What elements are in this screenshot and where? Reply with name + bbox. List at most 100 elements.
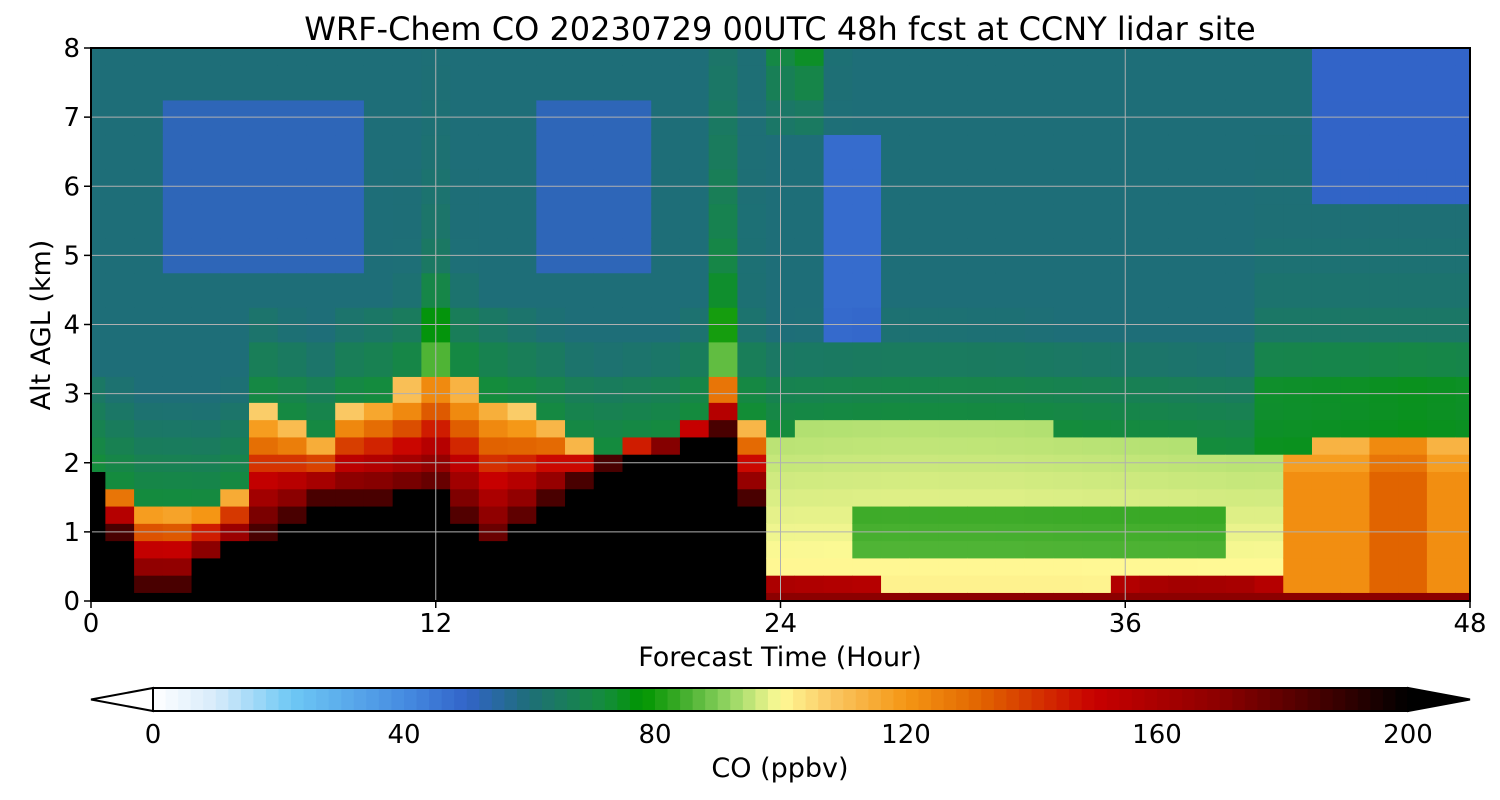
heatmap-cell bbox=[105, 402, 135, 421]
heatmap-cell bbox=[1283, 376, 1313, 403]
heatmap-cell bbox=[1197, 540, 1227, 559]
heatmap-cell bbox=[1082, 272, 1112, 308]
heatmap-cell bbox=[622, 65, 652, 101]
heatmap-cell bbox=[191, 436, 221, 455]
heatmap-cell bbox=[306, 557, 336, 576]
heatmap-cell bbox=[363, 540, 394, 559]
heatmap-cell bbox=[105, 272, 135, 308]
heatmap-cell bbox=[1254, 488, 1284, 507]
heatmap-cell bbox=[91, 557, 106, 576]
heatmap-cell bbox=[852, 65, 882, 101]
heatmap-cell bbox=[1225, 575, 1256, 593]
heatmap-cell bbox=[450, 557, 480, 576]
heatmap-cell bbox=[565, 134, 595, 170]
heatmap-cell bbox=[565, 203, 595, 239]
heatmap-cell bbox=[794, 203, 825, 239]
heatmap-cell bbox=[1340, 419, 1371, 438]
heatmap-cell bbox=[306, 272, 336, 308]
heatmap-cell bbox=[593, 272, 624, 308]
heatmap-cell bbox=[1369, 471, 1399, 490]
heatmap-cell bbox=[852, 488, 882, 507]
heatmap-cell bbox=[909, 436, 940, 455]
heatmap-cell bbox=[249, 48, 279, 66]
heatmap-cell bbox=[478, 557, 509, 576]
heatmap-cell bbox=[507, 540, 537, 559]
heatmap-cell bbox=[593, 419, 624, 438]
heatmap-cell bbox=[938, 341, 968, 377]
heatmap-cell bbox=[162, 488, 193, 507]
heatmap-cell bbox=[191, 592, 221, 602]
heatmap-cell bbox=[1082, 540, 1112, 559]
colorbar-swatch bbox=[1094, 688, 1108, 711]
heatmap-cell bbox=[622, 341, 652, 377]
heatmap-cell bbox=[881, 272, 911, 308]
heatmap-cell bbox=[162, 65, 193, 101]
heatmap-cell bbox=[995, 134, 1026, 170]
heatmap-cell bbox=[1426, 540, 1457, 559]
colorbar-swatch bbox=[805, 688, 819, 711]
heatmap-cell bbox=[852, 575, 882, 593]
heatmap-cell bbox=[1455, 575, 1471, 593]
heatmap-cell bbox=[507, 592, 537, 602]
heatmap-cell bbox=[478, 419, 509, 438]
heatmap-cell bbox=[1340, 575, 1371, 593]
heatmap-cell bbox=[306, 471, 336, 490]
heatmap-cell bbox=[938, 272, 968, 308]
colorbar-swatch bbox=[843, 688, 857, 711]
heatmap-cell bbox=[909, 488, 940, 507]
heatmap-cell bbox=[191, 488, 221, 507]
heatmap-cell bbox=[134, 419, 164, 438]
heatmap-cell bbox=[794, 575, 825, 593]
heatmap-cell bbox=[1455, 436, 1471, 455]
colorbar-swatch bbox=[1382, 688, 1396, 711]
heatmap-cell bbox=[1197, 488, 1227, 507]
colorbar-tick-label: 200 bbox=[1383, 720, 1433, 750]
heatmap-cell bbox=[162, 592, 193, 602]
heatmap-cell bbox=[823, 376, 853, 403]
heatmap-cell bbox=[277, 402, 308, 421]
heatmap-cell bbox=[995, 376, 1026, 403]
heatmap-cell bbox=[881, 488, 911, 507]
heatmap-cell bbox=[220, 419, 250, 438]
heatmap-cell bbox=[593, 471, 624, 490]
colorbar-swatch bbox=[1207, 688, 1221, 711]
heatmap-cell bbox=[565, 272, 595, 308]
x-tick-label: 48 bbox=[1453, 609, 1486, 639]
heatmap-cell bbox=[1426, 402, 1457, 421]
heatmap-cell bbox=[1139, 592, 1169, 602]
heatmap-cell bbox=[105, 48, 135, 66]
heatmap-cell bbox=[363, 341, 394, 377]
heatmap-cell bbox=[392, 65, 422, 101]
heatmap-cell bbox=[478, 134, 509, 170]
heatmap-cell bbox=[105, 134, 135, 170]
heatmap-cell bbox=[1398, 488, 1428, 507]
heatmap-cell bbox=[1254, 557, 1284, 576]
heatmap-cell bbox=[335, 540, 365, 559]
colorbar-swatch bbox=[1194, 688, 1208, 711]
heatmap-cell bbox=[967, 419, 997, 438]
heatmap-cell bbox=[478, 436, 509, 455]
heatmap-cell bbox=[852, 48, 882, 66]
heatmap-cell bbox=[1455, 134, 1471, 170]
heatmap-cell bbox=[565, 592, 595, 602]
heatmap-cell bbox=[363, 436, 394, 455]
colorbar-frame bbox=[152, 687, 1409, 712]
heatmap-cell bbox=[794, 505, 825, 524]
heatmap-cell bbox=[622, 505, 652, 524]
heatmap-cell bbox=[708, 134, 739, 170]
heatmap-cell bbox=[392, 203, 422, 239]
heatmap-cell bbox=[1340, 557, 1371, 576]
heatmap-cell bbox=[967, 272, 997, 308]
colorbar-swatch bbox=[1244, 688, 1258, 711]
heatmap-cell bbox=[1398, 376, 1428, 403]
heatmap-cell bbox=[392, 436, 422, 455]
heatmap-cell bbox=[1225, 376, 1256, 403]
heatmap-cell bbox=[1197, 272, 1227, 308]
heatmap-cell bbox=[823, 419, 853, 438]
colorbar-swatch bbox=[328, 688, 342, 711]
heatmap-cell bbox=[852, 376, 882, 403]
heatmap-cell bbox=[249, 505, 279, 524]
heatmap-cell bbox=[91, 436, 106, 455]
colorbar-swatch bbox=[931, 688, 945, 711]
heatmap-cell bbox=[191, 48, 221, 66]
